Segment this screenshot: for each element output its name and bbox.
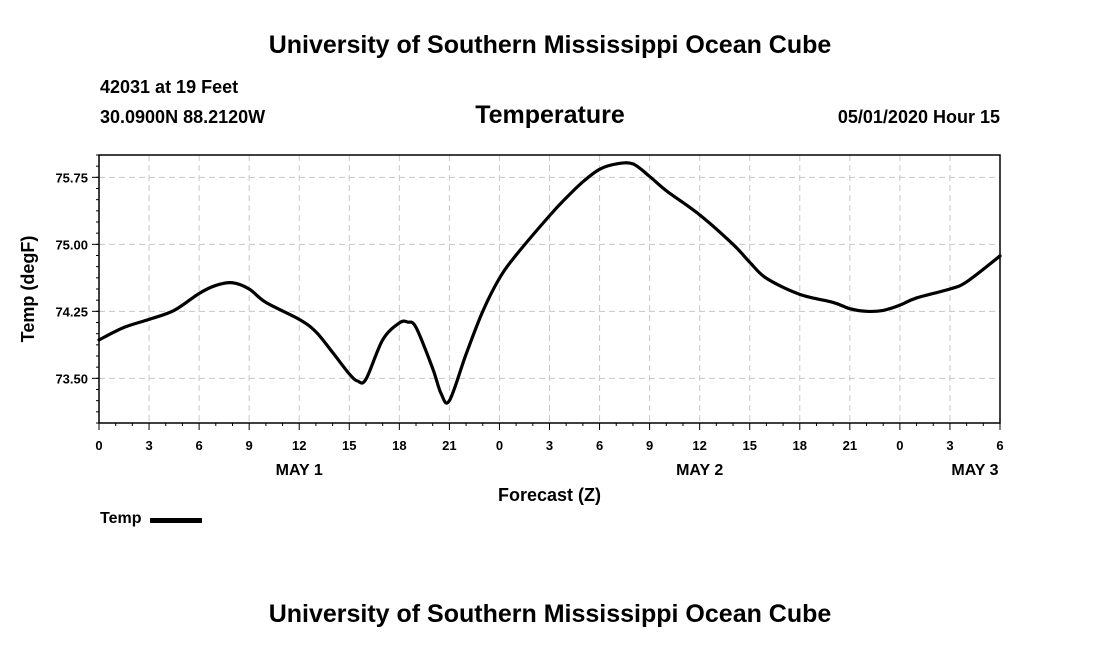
y-tick-label: 75.00 (55, 237, 88, 252)
x-tick-label: 21 (843, 438, 857, 453)
legend: Temp (100, 510, 203, 528)
chart-title: Temperature (475, 101, 625, 129)
x-tick-label: 9 (246, 438, 253, 453)
y-tick-label: 75.75 (55, 170, 88, 185)
label-layer: 0 3 6 9 12 15 18 21 0 3 6 9 12 15 18 21 0 3 6 73.50 74.25 75.… (18, 170, 1004, 505)
x-tick-label: 6 (195, 438, 202, 453)
x-tick-label: 6 (596, 438, 603, 453)
x-tick-label: 15 (342, 438, 356, 453)
x-tick-label: 0 (95, 438, 102, 453)
y-tick-label: 74.25 (55, 304, 88, 319)
x-tick-label: 18 (793, 438, 807, 453)
x-tick-label: 12 (292, 438, 306, 453)
legend-label-temp: Temp (100, 510, 142, 527)
x-tick-label: 18 (392, 438, 406, 453)
x-tick-label: 3 (946, 438, 953, 453)
grid-layer (99, 155, 1000, 423)
tick-layer (92, 154, 1001, 430)
x-tick-label: 3 (145, 438, 152, 453)
coordinates-label: 30.0900N 88.2120W (100, 107, 266, 127)
x-tick-label: 3 (546, 438, 553, 453)
temperature-chart: 0 3 6 9 12 15 18 21 0 3 6 9 12 15 18 21 0 3 6 73.50 74.25 75.… (18, 154, 1004, 505)
series-layer (97, 161, 1002, 405)
y-axis-label: Temp (degF) (18, 236, 38, 343)
x-tick-label: 12 (692, 438, 706, 453)
x-tick-label: 0 (496, 438, 503, 453)
x-tick-label: 15 (742, 438, 756, 453)
forecast-date-label: 05/01/2020 Hour 15 (837, 107, 1000, 127)
x-tick-label: 9 (646, 438, 653, 453)
footer-title: University of Southern Mississippi Ocean… (268, 600, 832, 628)
day-label: MAY 2 (676, 462, 723, 479)
legend-swatch-temp (150, 518, 203, 523)
x-tick-label: 0 (896, 438, 903, 453)
y-tick-label: 73.50 (55, 371, 88, 386)
series-line-temp (97, 161, 1002, 405)
page-title: University of Southern Mississippi Ocean… (268, 31, 832, 59)
x-tick-label: 21 (442, 438, 456, 453)
station-label: 42031 at 19 Feet (100, 77, 239, 97)
day-label: MAY 3 (951, 462, 998, 479)
day-label: MAY 1 (276, 462, 323, 479)
plot-frame (98, 154, 1001, 424)
x-tick-label: 6 (996, 438, 1003, 453)
x-axis-label: Forecast (Z) (498, 485, 601, 505)
